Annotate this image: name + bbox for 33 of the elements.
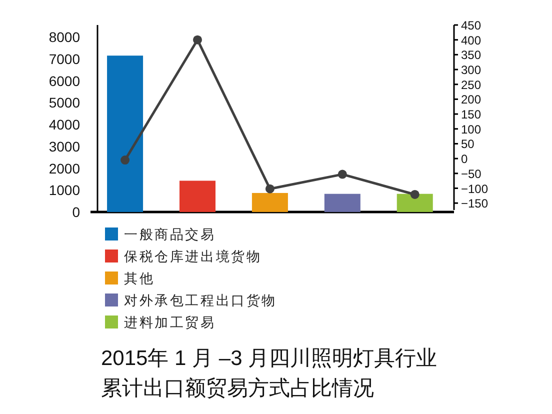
point bbox=[410, 190, 420, 199]
legend-label: 保税仓库进出境货物 bbox=[124, 249, 262, 264]
y2-tick-label: −50 bbox=[461, 166, 482, 181]
legend-label: 进料加工贸易 bbox=[124, 315, 216, 330]
y-tick-label: 8000 bbox=[48, 29, 80, 46]
y-tick-label: 1000 bbox=[48, 182, 80, 198]
y-tick-label: 3000 bbox=[48, 138, 80, 154]
y-tick-label: 2000 bbox=[48, 160, 80, 176]
y2-tick-label: 200 bbox=[461, 92, 482, 107]
y-tick-label: 6000 bbox=[48, 72, 80, 89]
y-tick-label: 4000 bbox=[48, 116, 80, 133]
legend-label: 对外承包工程出口货物 bbox=[124, 293, 277, 308]
y-tick-label: 5000 bbox=[48, 94, 80, 111]
y2-tick-label: 450 bbox=[461, 18, 482, 32]
y2-tick-label: 150 bbox=[461, 108, 482, 122]
legend-label: 一般商品交易 bbox=[124, 227, 216, 242]
y2-tick-label: 350 bbox=[461, 48, 482, 62]
point bbox=[192, 35, 202, 44]
y-tick-label: 0 bbox=[72, 204, 80, 220]
y2-tick-label: 50 bbox=[461, 137, 475, 152]
point bbox=[120, 156, 130, 165]
point bbox=[265, 184, 274, 194]
text: 2015年 1 月 –3 月四川照明灯具行业累计出口额贸易方式占比情况 bbox=[101, 346, 438, 402]
y2-tick-label: −150 bbox=[461, 196, 488, 211]
legend-label: 其他 bbox=[124, 271, 155, 286]
y2-tick-label: 300 bbox=[461, 63, 482, 78]
y2-tick-label: −100 bbox=[461, 182, 488, 196]
y2-tick-label: 400 bbox=[461, 33, 482, 48]
y2-tick-label: 0 bbox=[461, 152, 468, 166]
y-tick-label: 7000 bbox=[48, 50, 80, 67]
y2-tick-label: 250 bbox=[461, 78, 482, 92]
point bbox=[338, 170, 347, 179]
y2-tick-label: 100 bbox=[461, 122, 482, 136]
